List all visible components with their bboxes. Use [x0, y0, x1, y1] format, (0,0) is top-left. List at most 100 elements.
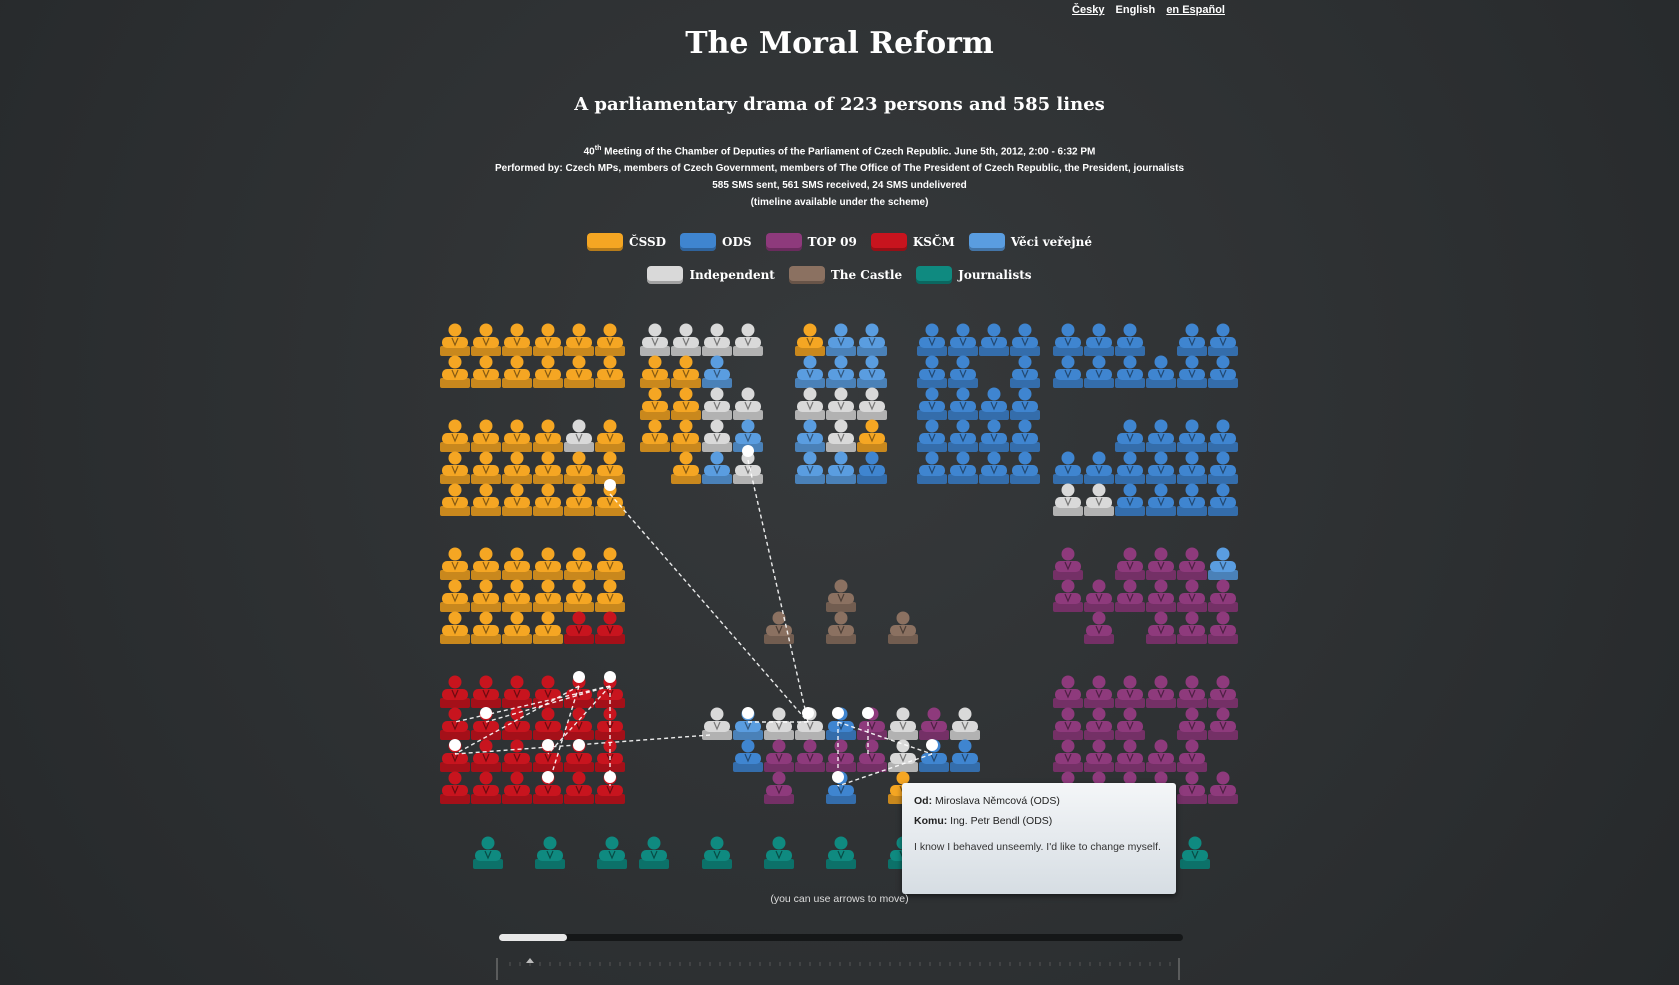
seat-icon[interactable] — [471, 355, 501, 389]
seat-icon[interactable] — [857, 355, 887, 389]
seat-icon[interactable] — [564, 451, 594, 485]
seat-icon[interactable] — [595, 355, 625, 389]
seat-icon[interactable] — [702, 355, 732, 389]
seat-icon[interactable] — [948, 355, 978, 389]
seat-icon[interactable] — [1084, 451, 1114, 485]
seat-icon[interactable] — [764, 739, 794, 773]
seat-icon[interactable] — [471, 483, 501, 517]
seat-icon[interactable] — [888, 739, 918, 773]
seat-icon[interactable] — [440, 611, 470, 645]
seat-icon[interactable] — [950, 707, 980, 741]
seat-icon[interactable] — [671, 451, 701, 485]
seat-icon[interactable] — [595, 547, 625, 581]
seat-icon[interactable] — [564, 483, 594, 517]
seat-icon[interactable] — [1053, 739, 1083, 773]
seat-icon[interactable] — [826, 579, 856, 613]
seat-icon[interactable] — [733, 323, 763, 357]
seat-icon[interactable] — [764, 836, 794, 870]
seat-icon[interactable] — [1084, 323, 1114, 357]
seat-icon[interactable] — [1208, 419, 1238, 453]
seat-icon[interactable] — [440, 323, 470, 357]
seat-icon[interactable] — [471, 323, 501, 357]
seat-icon[interactable] — [1010, 355, 1040, 389]
seat-icon[interactable] — [1177, 323, 1207, 357]
seat-icon[interactable] — [671, 323, 701, 357]
seat-icon[interactable] — [640, 419, 670, 453]
seat-icon[interactable] — [1115, 323, 1145, 357]
seat-icon[interactable] — [1208, 675, 1238, 709]
seat-icon[interactable] — [535, 836, 565, 870]
seat-icon[interactable] — [826, 611, 856, 645]
seat-icon[interactable] — [1208, 323, 1238, 357]
seat-icon[interactable] — [639, 836, 669, 870]
seat-icon[interactable] — [533, 451, 563, 485]
seat-icon[interactable] — [826, 355, 856, 389]
seat-icon[interactable] — [795, 387, 825, 421]
seat-icon[interactable] — [471, 451, 501, 485]
seat-icon[interactable] — [1115, 355, 1145, 389]
seat-icon[interactable] — [917, 323, 947, 357]
seat-icon[interactable] — [826, 836, 856, 870]
seat-icon[interactable] — [948, 323, 978, 357]
seat-icon[interactable] — [1084, 739, 1114, 773]
seat-icon[interactable] — [1010, 419, 1040, 453]
seat-icon[interactable] — [888, 611, 918, 645]
seat-icon[interactable] — [564, 547, 594, 581]
timeline-ruler[interactable] — [496, 958, 1180, 980]
seat-icon[interactable] — [795, 419, 825, 453]
seat-icon[interactable] — [826, 739, 856, 773]
seat-icon[interactable] — [1208, 771, 1238, 805]
seat-icon[interactable] — [671, 419, 701, 453]
seat-icon[interactable] — [795, 323, 825, 357]
seat-icon[interactable] — [1208, 483, 1238, 517]
seat-icon[interactable] — [564, 579, 594, 613]
seat-icon[interactable] — [502, 547, 532, 581]
seat-icon[interactable] — [564, 419, 594, 453]
seat-icon[interactable] — [595, 323, 625, 357]
seat-icon[interactable] — [1146, 611, 1176, 645]
seat-icon[interactable] — [1177, 739, 1207, 773]
seat-icon[interactable] — [564, 355, 594, 389]
seat-icon[interactable] — [948, 387, 978, 421]
seat-icon[interactable] — [564, 611, 594, 645]
seat-icon[interactable] — [595, 611, 625, 645]
seat-icon[interactable] — [948, 451, 978, 485]
seat-icon[interactable] — [502, 771, 532, 805]
seat-icon[interactable] — [795, 739, 825, 773]
seat-icon[interactable] — [733, 739, 763, 773]
seat-icon[interactable] — [640, 355, 670, 389]
seat-icon[interactable] — [702, 451, 732, 485]
seat-icon[interactable] — [1146, 675, 1176, 709]
seat-icon[interactable] — [917, 355, 947, 389]
seat-icon[interactable] — [979, 451, 1009, 485]
seat-icon[interactable] — [502, 451, 532, 485]
seat-icon[interactable] — [502, 355, 532, 389]
seat-icon[interactable] — [440, 771, 470, 805]
seat-icon[interactable] — [533, 323, 563, 357]
seat-icon[interactable] — [440, 451, 470, 485]
seat-icon[interactable] — [1053, 483, 1083, 517]
seat-icon[interactable] — [764, 611, 794, 645]
seat-icon[interactable] — [502, 675, 532, 709]
seat-icon[interactable] — [1053, 451, 1083, 485]
seat-icon[interactable] — [1177, 451, 1207, 485]
seat-icon[interactable] — [1115, 547, 1145, 581]
seat-icon[interactable] — [1208, 707, 1238, 741]
seat-icon[interactable] — [1177, 611, 1207, 645]
seat-icon[interactable] — [1146, 419, 1176, 453]
seat-icon[interactable] — [1053, 675, 1083, 709]
seat-icon[interactable] — [1177, 579, 1207, 613]
seat-icon[interactable] — [1084, 355, 1114, 389]
seat-icon[interactable] — [1177, 771, 1207, 805]
seat-icon[interactable] — [671, 387, 701, 421]
seat-icon[interactable] — [1177, 419, 1207, 453]
seat-icon[interactable] — [857, 739, 887, 773]
seat-icon[interactable] — [533, 707, 563, 741]
seat-icon[interactable] — [1208, 611, 1238, 645]
seat-icon[interactable] — [1146, 739, 1176, 773]
seat-icon[interactable] — [1115, 451, 1145, 485]
seat-icon[interactable] — [702, 836, 732, 870]
seat-icon[interactable] — [533, 611, 563, 645]
seat-icon[interactable] — [764, 771, 794, 805]
seat-icon[interactable] — [857, 387, 887, 421]
